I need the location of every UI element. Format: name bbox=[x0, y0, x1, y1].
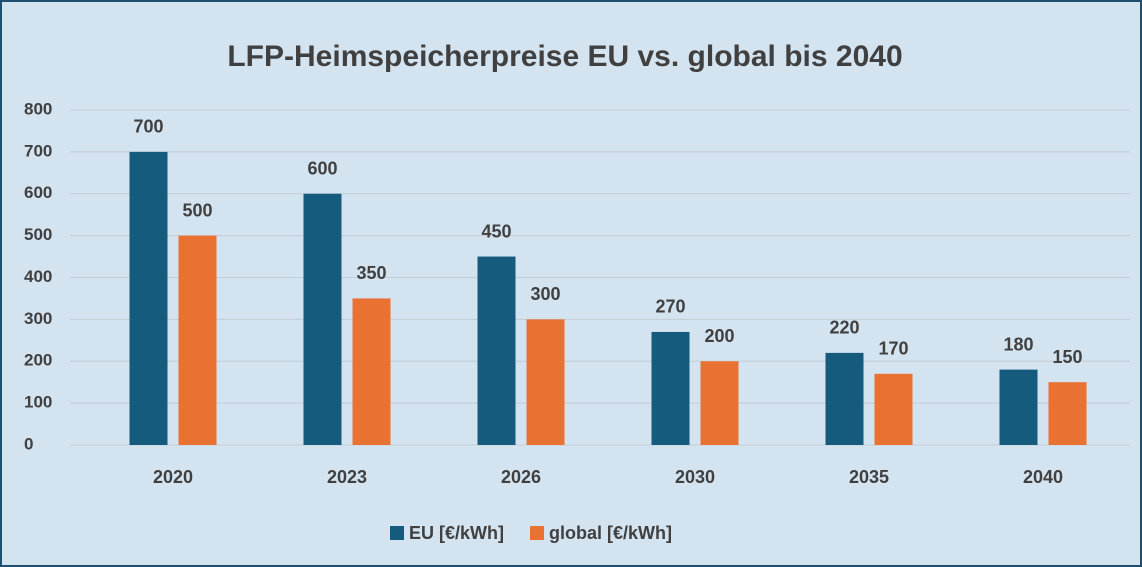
bar bbox=[874, 373, 913, 445]
x-tick-label: 2020 bbox=[153, 467, 193, 487]
data-label: 600 bbox=[307, 159, 337, 179]
y-tick-label: 0 bbox=[24, 434, 33, 453]
bar bbox=[999, 369, 1038, 445]
bar bbox=[129, 151, 168, 445]
y-tick-label: 300 bbox=[24, 309, 52, 328]
data-label: 170 bbox=[878, 339, 908, 359]
y-tick-label: 400 bbox=[24, 267, 52, 286]
data-label: 450 bbox=[481, 221, 511, 241]
y-tick-label: 100 bbox=[24, 393, 52, 412]
x-tick-label: 2035 bbox=[849, 467, 889, 487]
y-tick-label: 500 bbox=[24, 225, 52, 244]
x-tick-label: 2030 bbox=[675, 467, 715, 487]
y-tick-label: 200 bbox=[24, 351, 52, 370]
data-label: 200 bbox=[704, 326, 734, 346]
x-tick-label: 2026 bbox=[501, 467, 541, 487]
data-label: 350 bbox=[356, 263, 386, 283]
bar bbox=[700, 361, 739, 445]
x-tick-label: 2040 bbox=[1023, 467, 1063, 487]
data-label: 700 bbox=[133, 117, 163, 137]
data-label: 300 bbox=[530, 284, 560, 304]
bar bbox=[477, 256, 516, 445]
data-label: 150 bbox=[1052, 347, 1082, 367]
legend-label: EU [€/kWh] bbox=[409, 523, 504, 543]
bar bbox=[825, 352, 864, 445]
bar bbox=[526, 319, 565, 445]
x-tick-label: 2023 bbox=[327, 467, 367, 487]
y-tick-label: 600 bbox=[24, 183, 52, 202]
data-label: 180 bbox=[1003, 334, 1033, 354]
bar bbox=[651, 331, 690, 445]
chart-title: LFP-Heimspeicherpreise EU vs. global bis… bbox=[227, 40, 902, 73]
y-tick-label: 800 bbox=[24, 99, 52, 118]
y-tick-label: 700 bbox=[24, 141, 52, 160]
legend-label: global [€/kWh] bbox=[549, 523, 672, 543]
bar bbox=[1048, 382, 1087, 445]
data-label: 500 bbox=[182, 200, 212, 220]
legend-swatch bbox=[390, 526, 404, 540]
data-label: 220 bbox=[829, 318, 859, 338]
bar bbox=[178, 235, 217, 445]
legend-swatch bbox=[530, 526, 545, 540]
data-label: 270 bbox=[655, 297, 685, 317]
bar bbox=[352, 298, 391, 445]
bar bbox=[303, 193, 342, 445]
